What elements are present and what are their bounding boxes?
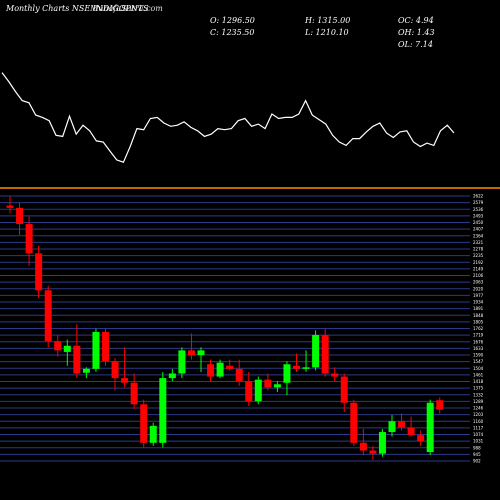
y-tick-label: 1848	[473, 313, 484, 318]
y-tick-label: 2536	[473, 207, 484, 212]
oh-value: OH: 1.43	[398, 28, 435, 37]
y-tick-label: 902	[473, 459, 481, 464]
candle-down	[54, 341, 62, 351]
candle-down	[44, 290, 52, 342]
indicator-line	[1, 72, 455, 163]
candle-down	[102, 331, 109, 362]
y-tick-label: 2278	[473, 247, 484, 252]
y-tick-label: 1160	[473, 419, 484, 424]
candle-down	[130, 382, 138, 405]
candle-up	[273, 384, 281, 388]
candle-down	[398, 421, 406, 428]
y-tick-label: 2493	[473, 213, 484, 218]
y-tick-label: 2235	[473, 253, 484, 258]
y-tick-label: 2020	[473, 286, 484, 291]
candle-down	[207, 364, 215, 377]
y-tick-label: 2106	[473, 273, 484, 278]
candle-down	[359, 442, 367, 451]
candle-down	[264, 379, 272, 388]
y-tick-label: 1074	[473, 432, 484, 437]
y-tick-label: 2450	[473, 220, 484, 225]
candle-up	[388, 421, 396, 433]
candle-down	[6, 205, 14, 208]
candle-up	[159, 378, 167, 443]
y-tick-label: 1676	[473, 339, 484, 344]
y-tick-label: 1375	[473, 386, 484, 391]
watermark: MunafaSutra.com	[90, 4, 163, 13]
open-value: O: 1296.50	[210, 16, 255, 25]
ol-value: OL: 7.14	[398, 40, 433, 49]
y-tick-label: 1547	[473, 359, 484, 364]
candle-down	[417, 435, 425, 442]
high-value: H: 1315.00	[305, 16, 351, 25]
chart-title: Monthly Charts NSE INDIGOPNTS	[6, 4, 149, 13]
candle-down	[369, 450, 377, 454]
y-tick-label: 1504	[473, 366, 484, 371]
y-tick-label: 2364	[473, 233, 484, 238]
candle-up	[254, 379, 262, 402]
y-tick-label: 1805	[473, 319, 484, 324]
candle-down	[436, 400, 444, 410]
y-tick-label: 1719	[473, 333, 484, 338]
y-tick-label: 2622	[473, 194, 484, 199]
candle-up	[92, 331, 100, 369]
y-tick-label: 1332	[473, 392, 484, 397]
close-value: C: 1235.50	[210, 28, 255, 37]
candle-up	[378, 432, 386, 454]
candle-down	[16, 207, 24, 225]
y-tick-label: 2579	[473, 200, 484, 205]
candle-up	[216, 362, 224, 377]
y-tick-label: 1633	[473, 346, 484, 351]
y-tick-label: 1031	[473, 439, 484, 444]
candle-down	[111, 361, 119, 379]
candle-up	[149, 425, 157, 443]
y-tick-label: 2192	[473, 260, 484, 265]
candle-down	[35, 253, 43, 291]
candle-down	[187, 350, 195, 355]
candle-down	[121, 378, 129, 383]
candle-down	[140, 404, 148, 443]
oc-value: OC: 4.94	[398, 16, 434, 25]
candle-up	[302, 367, 310, 369]
candle-down	[321, 334, 329, 374]
candle-down	[340, 376, 348, 403]
candle-down	[235, 368, 243, 382]
candle-up	[168, 373, 176, 379]
y-tick-label: 2063	[473, 280, 484, 285]
y-tick-label: 1117	[473, 425, 484, 430]
y-tick-label: 1891	[473, 306, 484, 311]
y-tick-label: 1418	[473, 379, 484, 384]
y-tick-label: 2407	[473, 227, 484, 232]
candle-down	[73, 345, 81, 374]
candle-down	[25, 224, 33, 254]
y-tick-label: 945	[473, 452, 481, 457]
candle-down	[226, 365, 234, 369]
candle-down	[350, 402, 358, 443]
y-tick-label: 1762	[473, 326, 484, 331]
candle-up	[283, 364, 291, 383]
candle-down	[331, 373, 339, 377]
y-tick-label: 2321	[473, 240, 484, 245]
candle-down	[293, 365, 300, 369]
candle-up	[312, 334, 320, 368]
candle-down	[245, 381, 253, 402]
y-tick-label: 2149	[473, 266, 484, 271]
y-tick-label: 1934	[473, 300, 484, 305]
y-tick-label: 1246	[473, 406, 484, 411]
candle-up	[63, 345, 71, 352]
y-tick-label: 1977	[473, 293, 484, 298]
candle-up	[178, 350, 186, 374]
y-tick-label: 1289	[473, 399, 484, 404]
candle-up	[197, 350, 205, 355]
candle-down	[407, 427, 415, 436]
candle-up	[426, 402, 434, 453]
y-tick-label: 988	[473, 445, 481, 450]
y-tick-label: 1590	[473, 353, 484, 358]
low-value: L: 1210.10	[305, 28, 349, 37]
y-tick-label: 1461	[473, 372, 484, 377]
y-tick-label: 1203	[473, 412, 484, 417]
candle-up	[82, 368, 90, 373]
